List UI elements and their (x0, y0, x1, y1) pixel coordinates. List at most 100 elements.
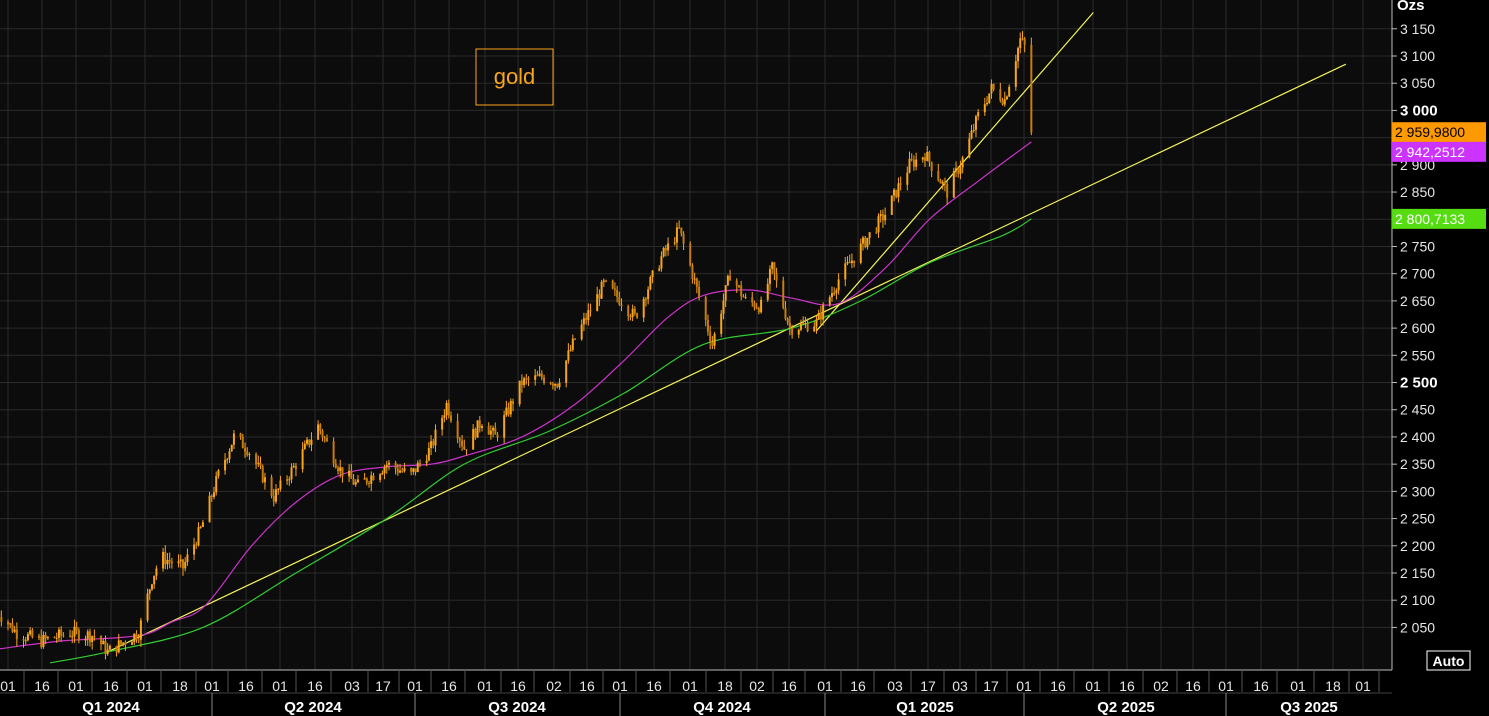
y-tick-label: 2 150 (1400, 565, 1435, 581)
candle-body (117, 640, 120, 653)
candle-body (77, 630, 80, 641)
candle-body (974, 116, 977, 130)
candle-body (735, 280, 738, 286)
x-tick-label: 16 (103, 678, 119, 694)
candle-body (261, 466, 264, 483)
candle-body (740, 285, 743, 297)
x-tick-label: 01 (1085, 678, 1101, 694)
candle-body (580, 324, 583, 340)
candle-body (753, 302, 756, 308)
candle-body (306, 439, 309, 444)
candle-body (450, 415, 452, 421)
candle-body (875, 232, 878, 234)
x-tick-label: 01 (272, 678, 288, 694)
candle-body (308, 439, 311, 445)
candle-body (24, 640, 27, 642)
candle-body (463, 446, 466, 450)
candle-body (1003, 99, 1006, 105)
y-tick-label: 2 350 (1400, 456, 1435, 472)
candle-body (354, 482, 357, 485)
y-tick-label: 2 300 (1400, 483, 1435, 499)
candle-body (432, 441, 435, 446)
candle-body (757, 308, 760, 313)
candle-body (729, 275, 732, 281)
candle-body (633, 308, 636, 314)
candle-body (631, 308, 634, 318)
candle-body (540, 373, 543, 378)
candle-body (170, 561, 173, 564)
quarter-label: Q2 2025 (1097, 699, 1155, 716)
candle-body (71, 636, 74, 638)
candle-body (181, 559, 184, 569)
candle-body (786, 318, 789, 323)
candle-body (1030, 44, 1033, 133)
trendline (816, 12, 1094, 332)
candle-body (244, 448, 247, 452)
candle-body (352, 478, 355, 485)
candle-body (596, 294, 599, 312)
y-tick-label: 2 450 (1400, 402, 1435, 418)
candle-body (478, 420, 481, 428)
y-tick-label: 2 250 (1400, 511, 1435, 527)
candle-body (881, 214, 884, 221)
candle-body (9, 623, 12, 625)
price-candles (0, 31, 1033, 660)
auto-button-frame[interactable] (1426, 650, 1471, 671)
candle-body (704, 297, 707, 320)
candle-body (768, 268, 771, 284)
candle-body (230, 444, 233, 452)
candle-body (294, 465, 297, 470)
candle-body (496, 434, 499, 438)
y-tick-label: 3 000 (1400, 102, 1438, 119)
candle-body (15, 629, 18, 640)
candle-body (711, 342, 714, 346)
candle-body (137, 639, 140, 641)
candle-body (893, 189, 895, 196)
y-axis-unit-label: Ozs (1397, 0, 1425, 14)
candle-body (224, 459, 227, 471)
auto-scale-button[interactable]: Auto (1426, 650, 1471, 671)
x-tick-label: 01 (1290, 678, 1306, 694)
candle-body (334, 463, 337, 468)
candle-body (915, 159, 918, 167)
candle-body (952, 171, 955, 198)
candle-body (589, 310, 592, 312)
y-tick-label: 2 550 (1400, 347, 1435, 363)
candle-body (193, 544, 196, 555)
candle-body (208, 495, 211, 523)
candle-body (88, 631, 91, 643)
candle-body (859, 243, 862, 263)
candle-body (228, 451, 231, 460)
candle-body (199, 526, 202, 528)
x-axis: 01 16 01 16 01 18 01 16 01 16 03 17 01 16 01 16 02 16 01 16… (0, 669, 1392, 716)
candle-body (257, 462, 260, 465)
candle-body (649, 277, 652, 290)
auto-button-label[interactable]: Auto (1433, 653, 1465, 669)
candle-body (680, 227, 683, 234)
candle-body (115, 645, 118, 653)
candle-body (100, 636, 103, 645)
candle-body (567, 350, 570, 361)
candle-body (899, 183, 902, 185)
candle-body (804, 323, 807, 325)
candle-body (525, 378, 528, 380)
x-tick-label: 16 (781, 678, 797, 694)
candle-body (939, 180, 942, 184)
moving-averages (0, 141, 1032, 664)
candle-body (445, 403, 448, 416)
y-tick-label: 3 150 (1400, 21, 1435, 37)
candle-body (84, 638, 87, 641)
trendline (107, 63, 1347, 653)
candle-body (813, 326, 816, 332)
candle-body (691, 265, 694, 279)
long-moving-average-line (49, 218, 1032, 664)
candle-body (523, 378, 526, 386)
candle-body (549, 382, 552, 384)
candle-body (627, 306, 630, 317)
candle-body (387, 462, 390, 465)
y-tick-label: 3 100 (1400, 48, 1435, 64)
candle-body (133, 633, 136, 643)
x-tick-label: 01 (817, 678, 833, 694)
candle-body (286, 479, 289, 481)
candle-body (828, 297, 831, 306)
